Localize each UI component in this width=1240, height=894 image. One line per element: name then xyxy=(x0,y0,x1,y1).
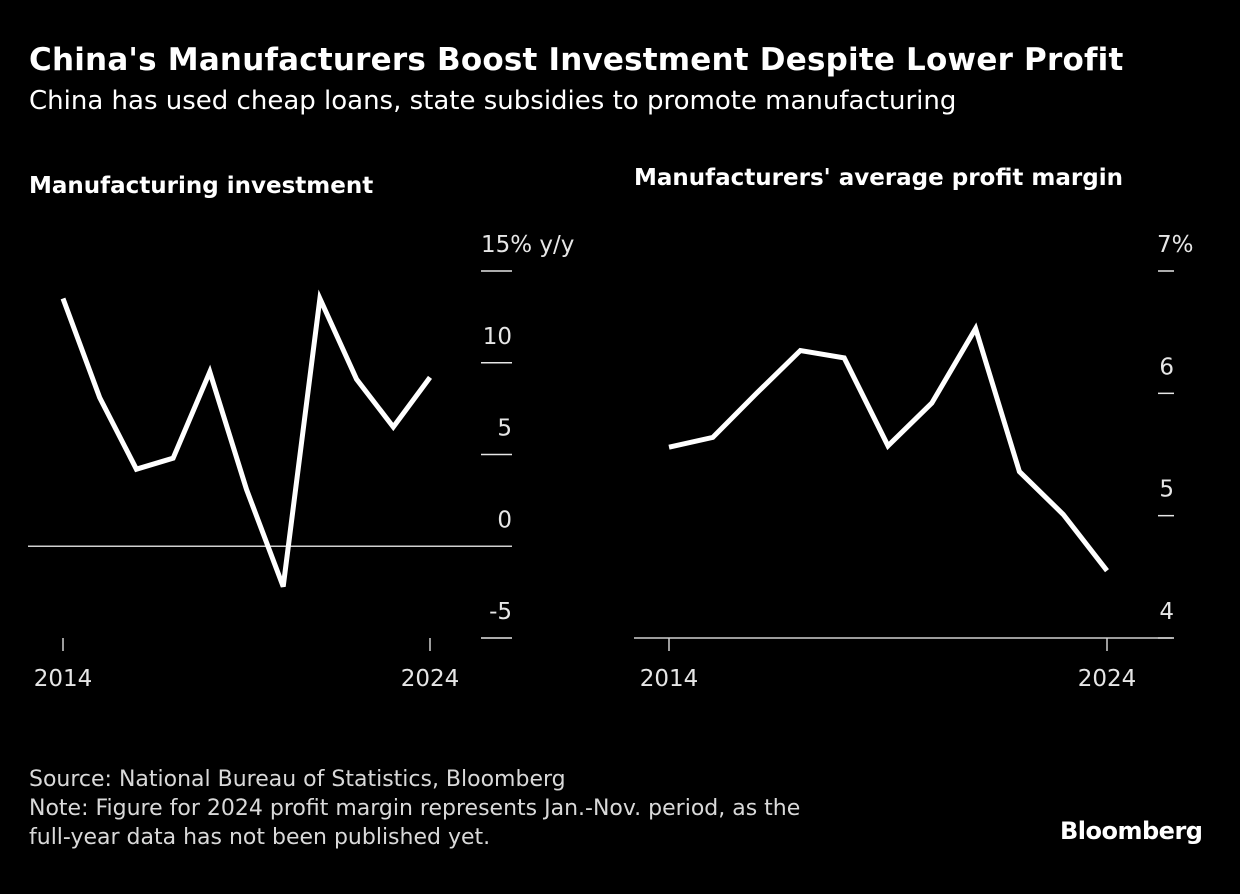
y-tick-label: 7% xyxy=(1157,232,1194,258)
right-panel-title: Manufacturers' average profit margin xyxy=(634,165,1123,191)
y-tick-label: 6 xyxy=(1159,354,1174,380)
note-text-line2: full-year data has not been published ye… xyxy=(29,825,491,850)
y-tick-label: 0 xyxy=(497,507,512,533)
note-text-line1: Note: Figure for 2024 profit margin repr… xyxy=(29,796,801,821)
x-tick-label: 2024 xyxy=(401,666,460,692)
y-tick-label: 5 xyxy=(497,416,512,442)
y-tick-label: 10 xyxy=(483,324,512,350)
y-tick-label: -5 xyxy=(489,599,512,625)
chart-title: China's Manufacturers Boost Investment D… xyxy=(29,42,1124,78)
y-tick-label: 15% y/y xyxy=(481,232,574,258)
footer-notes: Source: National Bureau of Statistics, B… xyxy=(29,765,800,852)
x-tick-label: 2014 xyxy=(640,666,699,692)
series-line xyxy=(60,289,433,588)
y-tick-label: 4 xyxy=(1159,599,1174,625)
x-tick-label: 2014 xyxy=(34,666,93,692)
bloomberg-logo: Bloomberg xyxy=(1060,817,1203,845)
source-text: Source: National Bureau of Statistics, B… xyxy=(29,767,566,792)
series-line xyxy=(668,322,1109,573)
y-tick-label: 5 xyxy=(1159,477,1174,503)
chart-subtitle: China has used cheap loans, state subsid… xyxy=(29,86,957,116)
left-panel-title: Manufacturing investment xyxy=(29,173,374,199)
x-tick-label: 2024 xyxy=(1078,666,1137,692)
